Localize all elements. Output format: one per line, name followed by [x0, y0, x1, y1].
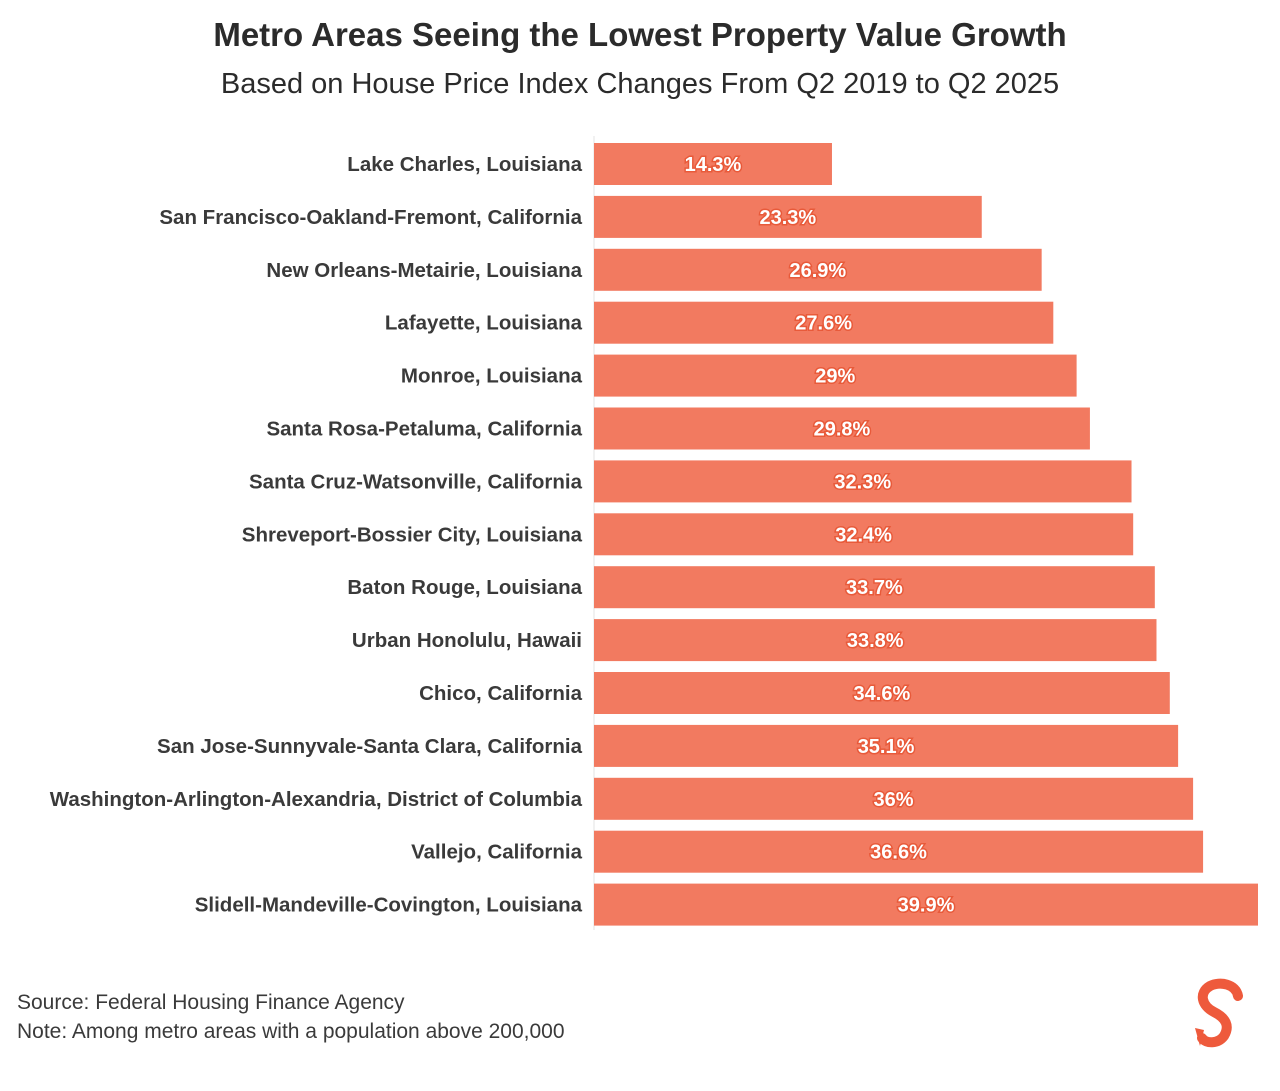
chart-subtitle: Based on House Price Index Changes From …	[220, 68, 1060, 100]
bar	[594, 566, 1155, 609]
chart-title: Metro Areas Seeing the Lowest Property V…	[213, 16, 1067, 53]
category-label: Baton Rouge, Louisiana	[347, 576, 582, 599]
data-label: 36.6%	[870, 842, 927, 864]
data-label: 26.9%	[789, 260, 846, 282]
data-label: 23.3%	[760, 207, 817, 229]
data-label: 29.8%	[814, 419, 871, 441]
data-label: 27.6%	[795, 313, 852, 335]
bar	[594, 301, 1054, 344]
data-label: 29%	[815, 366, 855, 388]
bar	[594, 354, 1077, 397]
bar	[594, 195, 982, 238]
category-label: Lafayette, Louisiana	[385, 312, 583, 335]
bar	[594, 830, 1204, 873]
brand-logo-icon	[1195, 978, 1243, 1048]
population-note: Note: Among metro areas with a populatio…	[17, 1020, 565, 1043]
data-label: 32.3%	[834, 471, 891, 493]
bar	[594, 672, 1170, 714]
category-label: Chico, California	[419, 682, 582, 705]
data-label: 35.1%	[858, 736, 915, 758]
data-label: 36%	[874, 789, 914, 811]
category-label: Washington-Arlington-Alexandria, Distric…	[50, 788, 583, 811]
bar	[594, 407, 1090, 450]
bar-chart: Lake Charles, Louisiana 14.3% San Francisc…	[50, 136, 1258, 930]
data-label: 32.4%	[835, 524, 892, 546]
bar	[594, 619, 1157, 662]
category-label: Urban Honolulu, Hawaii	[352, 629, 582, 652]
bar	[594, 513, 1134, 556]
bar	[594, 724, 1179, 767]
category-label: Santa Cruz-Watsonville, California	[249, 470, 583, 493]
category-label: Slidell-Mandeville-Covington, Louisiana	[195, 894, 583, 917]
data-label: 39.9%	[898, 895, 955, 917]
source-note: Source: Federal Housing Finance Agency	[17, 991, 405, 1014]
data-label: 14.3%	[685, 154, 742, 176]
category-label: San Jose-Sunnyvale-Santa Clara, Californ…	[157, 735, 583, 758]
bar	[594, 248, 1042, 291]
data-label: 34.6%	[854, 683, 911, 705]
bar	[594, 777, 1194, 820]
category-label: Lake Charles, Louisiana	[347, 153, 582, 176]
data-label: 33.7%	[846, 577, 903, 599]
data-label: 33.8%	[847, 630, 904, 652]
category-label: Vallejo, California	[411, 841, 582, 864]
category-label: Monroe, Louisiana	[401, 365, 583, 388]
category-label: San Francisco-Oakland-Fremont, Californi…	[159, 206, 582, 229]
bar	[594, 460, 1132, 503]
bar	[594, 143, 832, 185]
category-label: Shreveport-Bossier City, Louisiana	[242, 523, 583, 546]
bar	[594, 883, 1258, 926]
category-label: New Orleans-Metairie, Louisiana	[266, 259, 582, 282]
category-label: Santa Rosa-Petaluma, California	[266, 418, 582, 441]
